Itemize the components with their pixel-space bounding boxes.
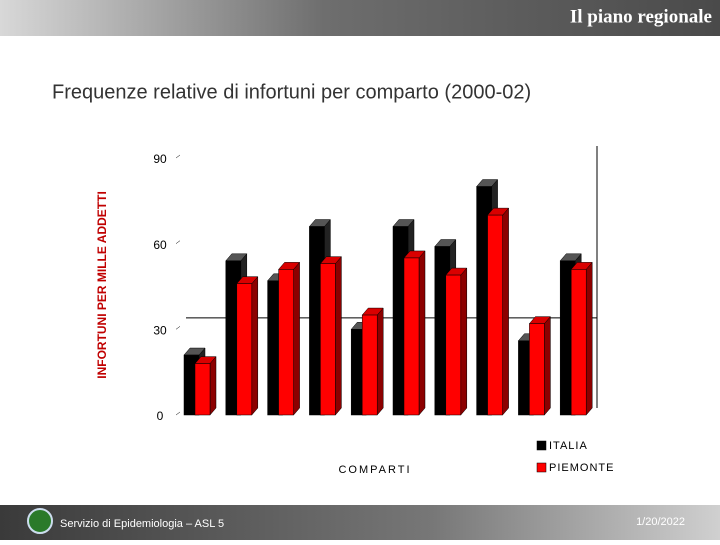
bar-side — [293, 261, 300, 416]
y-tick-label: 30 — [153, 324, 167, 338]
bar-side — [544, 315, 551, 416]
chart-area — [88, 135, 600, 490]
legend-label: ITALIA — [549, 440, 588, 452]
header-bar — [0, 0, 720, 36]
footer-bar — [0, 505, 720, 540]
bar — [236, 283, 253, 416]
chart-title: Frequenze relative di infortuni per comp… — [52, 81, 531, 103]
bar-side — [502, 207, 509, 416]
bar — [278, 269, 294, 416]
bar — [320, 263, 336, 416]
x-axis-label: COMPARTI — [338, 464, 411, 476]
legend-swatch — [536, 440, 547, 451]
legend-swatch — [536, 462, 547, 473]
bar — [487, 214, 503, 416]
logo — [27, 508, 53, 534]
y-tick-label: 0 — [157, 409, 164, 423]
y-tick-label: 90 — [153, 152, 167, 166]
plot: 0 30 60 90 ITALIA PIEMONTE — [153, 152, 614, 474]
bar — [570, 269, 587, 416]
tick-mark — [175, 240, 181, 244]
bar-side — [335, 255, 342, 416]
bar-side — [418, 250, 426, 416]
bar — [445, 274, 462, 416]
tick-mark — [175, 154, 181, 159]
footer-text: Servizio di Epidemiologia – ASL 5 — [60, 518, 224, 530]
header-title: Il piano regionale — [570, 6, 712, 27]
bar — [529, 323, 545, 416]
bar-side — [460, 267, 468, 416]
bar-side — [251, 275, 259, 416]
tick-mark — [175, 326, 181, 330]
bar — [403, 257, 420, 416]
y-axis-label: INFORTUNI PER MILLE ADDETTI — [95, 191, 109, 379]
y-tick-label: 60 — [153, 238, 167, 252]
footer-date: 1/20/2022 — [636, 516, 685, 528]
bar — [194, 363, 211, 416]
legend-label: PIEMONTE — [549, 462, 614, 474]
bar-side — [209, 355, 217, 416]
bar — [361, 314, 378, 416]
bar-side — [585, 261, 593, 416]
bar-side — [376, 307, 384, 416]
tick-mark — [175, 411, 181, 416]
